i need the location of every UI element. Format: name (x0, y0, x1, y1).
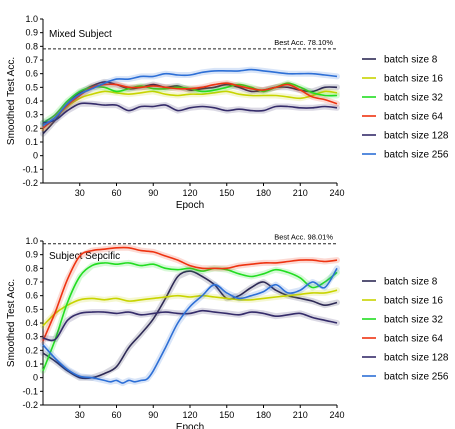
y-tick-label: -0.2 (22, 400, 38, 410)
y-tick-label: 0.5 (25, 304, 38, 314)
legend: batch size 8 batch size 16 batch size 32 ba… (362, 277, 449, 383)
best-accuracy-label: Best Acc. 98.01% (274, 233, 333, 242)
legend-label: batch size 256 (384, 150, 449, 161)
y-tick-label: 0.2 (25, 123, 38, 133)
chart-title: Subject Sepcific (49, 251, 120, 262)
y-tick-label: 0.9 (25, 250, 38, 260)
x-axis-label: Epoch (176, 200, 204, 211)
legend-label: batch size 128 (384, 353, 449, 364)
y-tick-label: 0.7 (25, 55, 38, 65)
legend-label: batch size 64 (384, 112, 443, 123)
y-tick-label: 0.6 (25, 69, 38, 79)
x-axis-label: Epoch (176, 422, 204, 429)
x-tick-label: 60 (111, 410, 121, 420)
series-halo (40, 268, 340, 381)
x-tick-label: 180 (256, 188, 271, 198)
legend-label: batch size 8 (384, 55, 438, 66)
y-tick-label: 0.1 (25, 359, 38, 369)
legend-label: batch size 128 (384, 131, 449, 142)
y-tick-label: 0.4 (25, 318, 38, 328)
y-tick-label: 1.0 (25, 236, 38, 246)
series-line-batch-size-256 (42, 68, 338, 127)
y-tick-label: -0.2 (22, 178, 38, 188)
legend-label: batch size 32 (384, 93, 443, 104)
series-lines (40, 244, 340, 387)
series-line-batch-size-64 (42, 82, 338, 129)
best-accuracy-label: Best Acc. 78.10% (274, 38, 333, 47)
y-tick-label: 0.7 (25, 277, 38, 287)
legend-label: batch size 256 (384, 372, 449, 383)
series-line-batch-size-128 (42, 102, 338, 124)
y-tick-label: -0.1 (22, 386, 38, 396)
y-tick-label: 0.3 (25, 332, 38, 342)
y-axis-label: Smoothed Test Acc. (6, 279, 17, 367)
series-line-batch-size-256 (42, 267, 338, 384)
y-tick-label: 0.9 (25, 28, 38, 38)
y-tick-label: 0 (33, 373, 38, 383)
x-tick-label: 30 (75, 410, 85, 420)
y-tick-label: 0.8 (25, 263, 38, 273)
x-tick-label: 60 (111, 188, 121, 198)
series-line-batch-size-32 (42, 262, 338, 372)
legend-label: batch size 16 (384, 74, 443, 85)
series-line-batch-size-16 (42, 289, 338, 327)
y-tick-label: 0.6 (25, 291, 38, 301)
series-line-batch-size-128 (42, 309, 338, 342)
legend-label: batch size 64 (384, 334, 443, 345)
x-tick-label: 120 (182, 410, 197, 420)
series-line-batch-size-16 (42, 90, 338, 129)
series-line-batch-size-8 (42, 81, 338, 135)
x-tick-label: 180 (256, 410, 271, 420)
legend-label: batch size 32 (384, 315, 443, 326)
y-tick-label: -0.1 (22, 164, 38, 174)
x-tick-label: 90 (148, 410, 158, 420)
y-tick-label: 0.4 (25, 96, 38, 106)
x-tick-label: 210 (293, 410, 308, 420)
legend-label: batch size 8 (384, 277, 438, 288)
x-tick-label: 120 (182, 188, 197, 198)
series-line-batch-size-8 (42, 270, 338, 380)
y-tick-label: 0.8 (25, 41, 38, 51)
chart-panel-1: -0.2 -0.1 0 0.1 0.2 0.3 0.4 0.5 0.6 0.7 0.8 0.9 1.0 3… (6, 14, 449, 211)
series-halo (40, 265, 340, 387)
chart-title: Mixed Subject (49, 29, 112, 40)
series-lines (40, 66, 340, 137)
x-tick-label: 30 (75, 188, 85, 198)
x-tick-label: 240 (329, 188, 344, 198)
x-tick-label: 210 (293, 188, 308, 198)
legend-label: batch size 16 (384, 296, 443, 307)
x-tick-label: 90 (148, 188, 158, 198)
y-tick-label: 0.3 (25, 110, 38, 120)
legend: batch size 8 batch size 16 batch size 32 ba… (362, 55, 449, 161)
y-tick-label: 0 (33, 151, 38, 161)
y-tick-label: 0.2 (25, 345, 38, 355)
y-tick-label: 0.1 (25, 137, 38, 147)
series-halo (40, 307, 340, 343)
y-axis-label: Smoothed Test Acc. (6, 57, 17, 145)
x-tick-label: 150 (219, 188, 234, 198)
y-tick-label: 0.5 (25, 82, 38, 92)
chart-panel-2: -0.2 -0.1 0 0.1 0.2 0.3 0.4 0.5 0.6 0.7 0.8 0.9 1.0 3… (6, 233, 449, 429)
x-tick-label: 240 (329, 410, 344, 420)
x-tick-label: 150 (219, 410, 234, 420)
series-line-batch-size-64 (42, 246, 338, 342)
y-tick-label: 1.0 (25, 14, 38, 24)
